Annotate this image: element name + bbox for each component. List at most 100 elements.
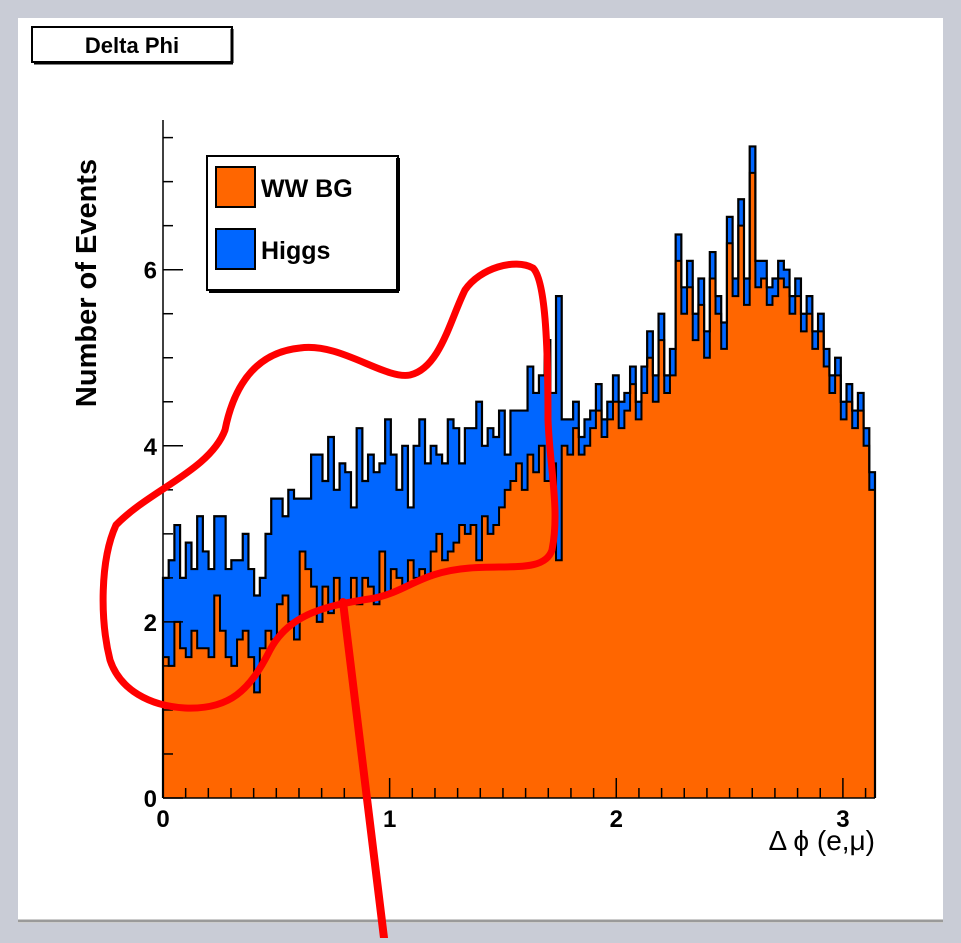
chart-title: Delta Phi bbox=[85, 33, 179, 58]
bar-ww-bg bbox=[328, 613, 335, 798]
bar-higgs bbox=[259, 577, 267, 649]
outline-ww-bg bbox=[162, 171, 876, 798]
bar-ww-bg bbox=[345, 604, 352, 798]
bar-ww-bg bbox=[863, 445, 870, 798]
bar-higgs bbox=[163, 577, 170, 658]
bar-higgs bbox=[254, 595, 261, 693]
bar-higgs bbox=[368, 454, 375, 587]
bar-higgs bbox=[425, 463, 432, 578]
bar-ww-bg bbox=[840, 419, 848, 798]
bar-ww-bg bbox=[681, 313, 688, 798]
bar-ww-bg bbox=[248, 657, 255, 798]
bar-higgs bbox=[647, 331, 654, 358]
bar-ww-bg bbox=[487, 533, 494, 798]
bar-ww-bg bbox=[641, 392, 648, 798]
bar-ww-bg bbox=[231, 665, 238, 798]
bar-ww-bg bbox=[590, 428, 597, 798]
bar-ww-bg bbox=[305, 569, 312, 798]
bar-higgs bbox=[806, 296, 813, 314]
x-tick-label: 2 bbox=[610, 806, 623, 833]
bar-ww-bg bbox=[521, 489, 529, 798]
bar-higgs bbox=[550, 392, 557, 464]
bar-higgs bbox=[726, 216, 734, 244]
bar-ww-bg bbox=[311, 586, 318, 798]
bar-ww-bg bbox=[225, 657, 232, 798]
bar-ww-bg bbox=[755, 287, 762, 798]
bar-higgs bbox=[595, 384, 603, 411]
bar-higgs bbox=[789, 296, 796, 314]
bar-ww-bg bbox=[464, 533, 472, 798]
bar-ww-bg bbox=[447, 551, 455, 798]
annotation-arrow-line bbox=[339, 598, 388, 942]
bar-higgs bbox=[664, 375, 671, 393]
bar-ww-bg bbox=[407, 560, 415, 798]
legend-swatch-higgs bbox=[215, 228, 256, 270]
bar-higgs bbox=[761, 260, 768, 279]
bar-higgs bbox=[852, 410, 859, 429]
bar-higgs bbox=[202, 551, 210, 649]
bar-ww-bg bbox=[459, 525, 466, 798]
bar-higgs bbox=[743, 278, 751, 305]
bar-ww-bg bbox=[396, 577, 403, 798]
bar-higgs bbox=[242, 533, 250, 631]
bar-ww-bg bbox=[715, 313, 722, 798]
bar-higgs bbox=[601, 419, 608, 437]
bar-higgs bbox=[612, 375, 620, 402]
y-tick-label: 2 bbox=[144, 610, 157, 637]
bar-ww-bg bbox=[829, 392, 836, 798]
bar-higgs bbox=[362, 481, 369, 578]
bar-higgs bbox=[419, 419, 426, 570]
bar-higgs bbox=[476, 401, 483, 561]
bar-ww-bg bbox=[709, 278, 717, 798]
bar-ww-bg bbox=[339, 604, 346, 798]
bar-ww-bg bbox=[835, 375, 842, 798]
bar-ww-bg bbox=[652, 401, 660, 798]
x-tick-label: 1 bbox=[383, 806, 396, 833]
bar-higgs bbox=[823, 348, 831, 367]
bar-ww-bg bbox=[556, 560, 563, 798]
legend: WW BG Higgs bbox=[206, 155, 400, 293]
bar-ww-bg bbox=[333, 577, 341, 798]
bar-higgs bbox=[584, 419, 591, 446]
bar-higgs bbox=[174, 525, 181, 622]
bar-higgs bbox=[732, 278, 739, 297]
bar-ww-bg bbox=[237, 639, 244, 798]
bar-ww-bg bbox=[265, 630, 272, 798]
bar-higgs bbox=[311, 454, 318, 587]
x-tick-label: 3 bbox=[836, 806, 849, 833]
outline-total bbox=[161, 145, 877, 798]
histogram-bars bbox=[161, 145, 877, 799]
bar-higgs bbox=[846, 384, 853, 402]
bar-ww-bg bbox=[197, 648, 204, 798]
bar-ww-bg bbox=[584, 445, 591, 798]
bar-ww-bg bbox=[288, 621, 295, 798]
bar-ww-bg bbox=[191, 630, 198, 798]
bar-higgs bbox=[573, 401, 580, 429]
bar-higgs bbox=[396, 489, 403, 578]
bar-higgs bbox=[271, 498, 278, 640]
bar-higgs bbox=[504, 454, 512, 490]
bar-higgs bbox=[675, 234, 682, 261]
bar-ww-bg bbox=[214, 595, 221, 798]
bar-higgs bbox=[698, 278, 705, 305]
bar-ww-bg bbox=[299, 551, 306, 798]
legend-label-higgs: Higgs bbox=[261, 237, 330, 265]
bar-ww-bg bbox=[242, 630, 250, 798]
bar-ww-bg bbox=[368, 586, 375, 798]
bar-ww-bg bbox=[635, 419, 643, 798]
bar-ww-bg bbox=[470, 525, 477, 798]
bar-ww-bg bbox=[356, 604, 363, 798]
bar-ww-bg bbox=[658, 340, 665, 798]
bar-ww-bg bbox=[704, 357, 711, 798]
bar-ww-bg bbox=[533, 472, 540, 798]
bar-higgs bbox=[379, 463, 386, 552]
bar-ww-bg bbox=[561, 445, 569, 798]
bar-ww-bg bbox=[692, 340, 700, 798]
bar-ww-bg bbox=[385, 595, 392, 798]
bar-ww-bg bbox=[795, 296, 802, 798]
bar-higgs bbox=[282, 516, 289, 596]
bar-higgs bbox=[413, 445, 420, 578]
bar-ww-bg bbox=[419, 569, 426, 798]
bar-higgs bbox=[499, 410, 506, 508]
